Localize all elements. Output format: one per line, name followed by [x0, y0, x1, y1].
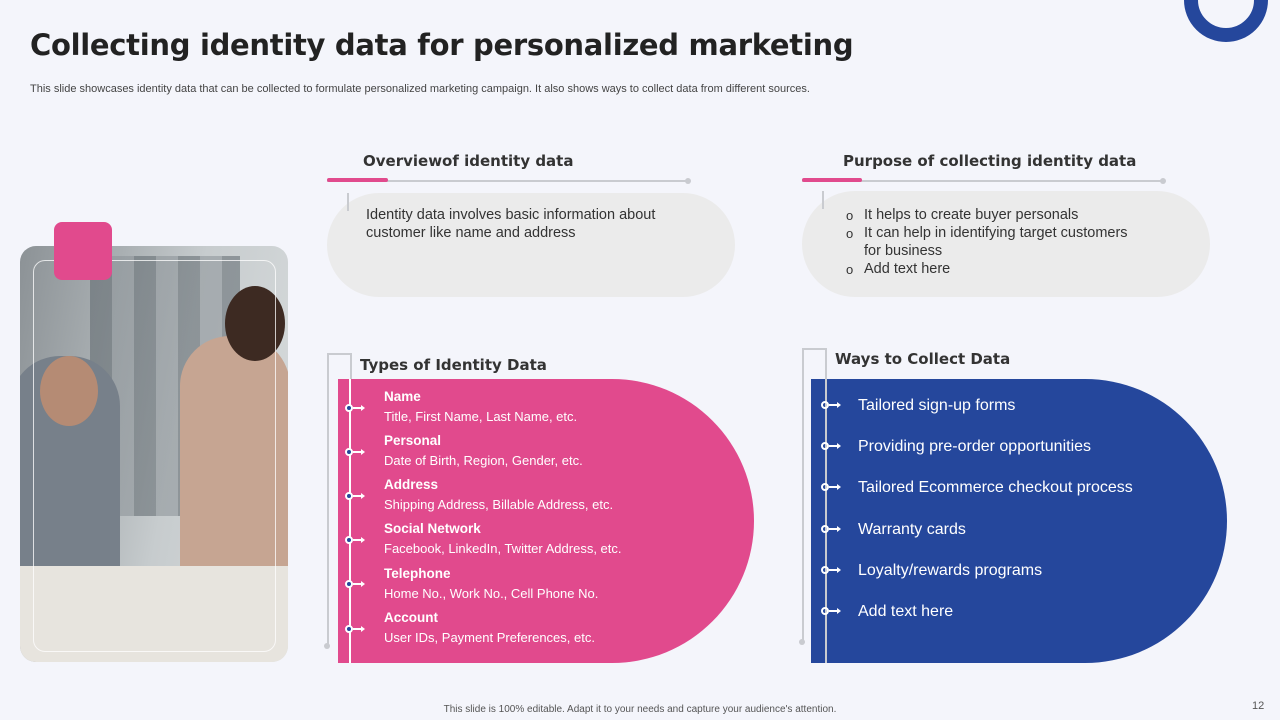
photo-inner-frame	[33, 260, 276, 652]
ways-marker-icon	[821, 607, 841, 617]
types-timeline-dot	[324, 643, 330, 649]
ways-heading: Ways to Collect Data	[835, 350, 1011, 368]
type-item-telephone: Telephone Home No., Work No., Cell Phone…	[384, 566, 598, 603]
type-desc: Date of Birth, Region, Gender, etc.	[384, 453, 583, 468]
purpose-item: It can help in identifying target custom…	[846, 224, 1146, 260]
types-marker-icon	[345, 580, 365, 590]
types-marker-icon	[345, 625, 365, 635]
page-number: 12	[1252, 700, 1265, 712]
type-desc: Home No., Work No., Cell Phone No.	[384, 586, 599, 601]
way-item: Add text here	[858, 603, 954, 620]
overview-divider-dot	[685, 178, 691, 184]
type-item-social-network: Social Network Facebook, LinkedIn, Twitt…	[384, 521, 622, 558]
corner-ring-decoration	[1184, 0, 1268, 42]
ways-marker-icon	[821, 566, 841, 576]
ways-divider	[802, 348, 826, 350]
overview-pill	[327, 193, 735, 297]
type-title: Address	[384, 477, 439, 492]
slide-title: Collecting identity data for personalize…	[30, 28, 854, 62]
types-marker-icon	[345, 404, 365, 414]
types-inner-timeline	[349, 379, 351, 663]
type-title: Account	[384, 610, 438, 625]
type-item-name: Name Title, First Name, Last Name, etc.	[384, 389, 577, 426]
type-title: Personal	[384, 433, 442, 448]
purpose-accent-bar	[802, 178, 862, 182]
ways-marker-icon	[821, 401, 841, 411]
overview-text: Identity data involves basic information…	[366, 207, 656, 241]
ways-marker-icon	[821, 525, 841, 535]
purpose-item: It helps to create buyer personals	[846, 206, 1146, 225]
types-marker-icon	[345, 536, 365, 546]
types-marker-icon	[345, 492, 365, 502]
way-item: Tailored Ecommerce checkout process	[858, 479, 1133, 496]
office-photo	[20, 246, 288, 662]
overview-divider	[327, 180, 689, 182]
types-connector-top	[350, 353, 352, 379]
pink-square-decoration	[54, 222, 112, 280]
way-item: Loyalty/rewards programs	[858, 562, 1043, 579]
way-item: Tailored sign-up forms	[858, 397, 1016, 414]
type-item-personal: Personal Date of Birth, Region, Gender, …	[384, 433, 583, 470]
ways-panel	[811, 379, 1227, 663]
overview-connector	[347, 193, 349, 211]
types-timeline	[327, 353, 329, 645]
types-divider	[327, 353, 351, 355]
type-title: Telephone	[384, 566, 451, 581]
type-desc: Title, First Name, Last Name, etc.	[384, 409, 578, 424]
ways-marker-icon	[821, 483, 841, 493]
type-title: Social Network	[384, 521, 481, 536]
purpose-divider	[802, 180, 1164, 182]
type-title: Name	[384, 389, 421, 404]
ways-timeline-dot	[799, 639, 805, 645]
purpose-connector	[822, 191, 824, 209]
way-item: Providing pre-order opportunities	[858, 438, 1092, 455]
purpose-item: Add text here	[846, 260, 1146, 279]
type-desc: Shipping Address, Billable Address, etc.	[384, 497, 614, 512]
type-item-address: Address Shipping Address, Billable Addre…	[384, 477, 613, 514]
purpose-divider-dot	[1160, 178, 1166, 184]
ways-connector-top	[825, 348, 827, 379]
overview-accent-bar	[327, 178, 388, 182]
purpose-heading: Purpose of collecting identity data	[843, 152, 1137, 170]
types-panel	[338, 379, 754, 663]
ways-timeline	[802, 348, 804, 642]
ways-inner-timeline	[825, 379, 827, 663]
slide-subtitle: This slide showcases identity data that …	[30, 83, 810, 95]
type-desc: User IDs, Payment Preferences, etc.	[384, 630, 595, 645]
type-item-account: Account User IDs, Payment Preferences, e…	[384, 610, 595, 647]
type-desc: Facebook, LinkedIn, Twitter Address, etc…	[384, 541, 622, 556]
types-marker-icon	[345, 448, 365, 458]
overview-heading: Overviewof identity data	[363, 152, 574, 170]
types-heading: Types of Identity Data	[360, 356, 547, 374]
way-item: Warranty cards	[858, 521, 966, 538]
slide-footer: This slide is 100% editable. Adapt it to…	[443, 704, 837, 715]
purpose-list: It helps to create buyer personals It ca…	[846, 206, 1146, 279]
ways-marker-icon	[821, 442, 841, 452]
